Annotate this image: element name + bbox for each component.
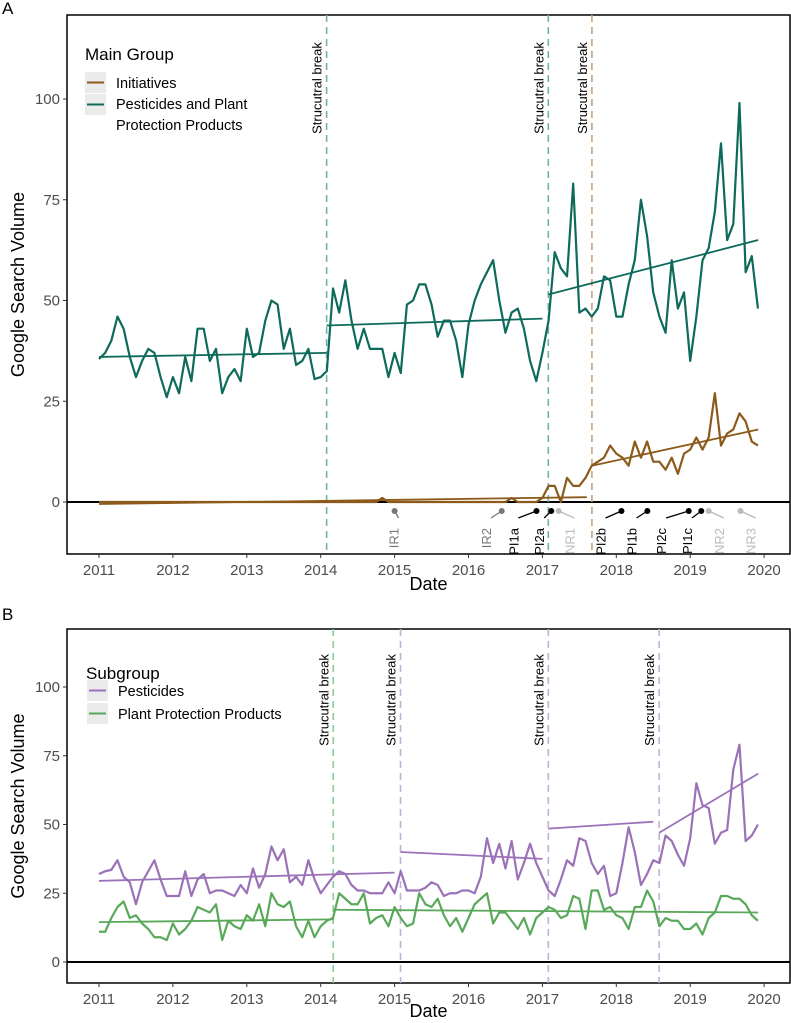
annotation-label: IR2 [479,528,494,548]
x-tick-label: 2012 [156,991,189,1008]
annotation-point [555,508,562,514]
trend-line [591,428,759,467]
annotation-label: PI2a [532,527,547,555]
trend-line [98,871,395,882]
legend-b-label-pesticides: Pesticides [118,684,184,700]
x-tick-label: 2015 [378,991,411,1008]
y-tick-label: 100 [35,91,60,108]
structural-break-label: Strucutral break [310,42,325,134]
trend-line [400,851,543,860]
panel-label-b: B [2,605,13,624]
y-axis-title-b: Google Search Volume [8,713,28,898]
series-line-pesticides [98,743,759,906]
annotation-label: PI1c [680,528,695,555]
series-line-pesticides-and-plant-protection-products [98,101,760,399]
x-tick-label: 2013 [230,991,263,1008]
trend-line [658,772,759,834]
structural-break-label: Strucutral break [642,654,657,746]
plot-border-a [66,14,791,555]
x-tick-label: 2016 [452,562,485,579]
annotation-label: PI1b [625,528,640,555]
structural-break-label: Strucutral break [575,42,590,134]
x-tick-label: 2011 [83,562,115,579]
x-tick-label: 2020 [747,562,780,579]
series-line-initiatives [99,392,759,504]
x-tick-label: 2013 [230,562,263,579]
legend-a-label-pesticides-ppp-1: Pesticides and Plant [116,97,247,113]
annotation-point [685,508,692,514]
y-tick-label: 50 [43,293,60,310]
annotation-label: PI2c [654,528,669,555]
annotation-point [618,508,625,514]
structural-break-label: Strucutral break [384,654,399,746]
legend-a-title: Main Group [85,45,174,64]
legend-a-label-pesticides-ppp-2: Protection Products [116,118,243,134]
x-tick-label: 2019 [674,562,707,579]
structural-break-label: Strucutral break [531,42,546,134]
legend-b-title: Subgroup [86,664,160,683]
annotation-point [548,508,555,514]
legend-b: Subgroup Pesticides Plant Protection Pro… [86,664,282,724]
x-tick-label: 2017 [526,991,559,1008]
trend-line [548,239,759,296]
annotation-point [391,508,398,514]
y-tick-label: 0 [52,494,60,511]
plot-border-b [66,628,791,984]
annotation-point [644,508,651,514]
annotation-label: NR1 [562,528,577,554]
x-tick-label: 2018 [600,991,633,1008]
panel-b: 0 25 50 75 100 2011 2012 2013 2014 2015 2016 2017 20… [8,628,791,1021]
x-tick-label: 2019 [674,991,707,1008]
x-tick-label: 2018 [600,562,633,579]
x-tick-label: 2012 [156,562,189,579]
y-tick-label: 75 [43,192,60,209]
annotation-label: PI1a [506,527,521,555]
legend-b-label-ppp: Plant Protection Products [118,707,282,723]
x-tick-label: 2016 [452,991,485,1008]
y-tick-label: 25 [43,393,60,410]
trend-line [98,496,587,505]
x-tick-label: 2017 [526,562,559,579]
x-axis-title-a: Date [409,574,447,594]
annotation-point [533,508,540,514]
legend-a: Main Group Initiatives Pesticides and Pl… [85,45,247,134]
annotation-label: IR1 [387,528,402,548]
trend-line [333,908,759,914]
panel-a: 0 25 50 75 100 2011 2012 2013 2014 2015 2016 2017 20… [8,14,791,594]
annotation-point [498,508,505,514]
structural-break-label: Strucutral break [531,654,546,746]
y-tick-label: 0 [52,954,60,971]
y-tick-label: 100 [35,679,60,696]
x-tick-label: 2015 [378,562,411,579]
x-tick-label: 2014 [304,562,337,579]
annotation-point [698,508,705,514]
annotation-point [737,508,744,514]
y-axis-title-a: Google Search Volume [8,192,28,377]
trend-line [98,918,334,924]
x-tick-label: 2014 [304,991,337,1008]
trend-line [548,820,654,830]
series-line-plant-protection-products [99,889,759,942]
annotation-label: NR2 [712,528,727,554]
y-tick-label: 50 [43,817,60,834]
x-tick-label: 2020 [747,991,780,1008]
trend-line [98,351,327,358]
trend-line [326,317,543,327]
x-axis-title-b: Date [409,1001,447,1021]
y-tick-label: 75 [43,748,60,765]
y-tick-label: 25 [43,885,60,902]
x-tick-label: 2011 [83,991,115,1008]
structural-break-label: Strucutral break [316,654,331,746]
panel-label-a: A [2,0,14,18]
annotation-label: PI2b [594,528,609,555]
annotation-label: NR3 [744,528,759,554]
annotation-point [705,508,712,514]
annotation-leader [518,510,537,519]
annotation-leader [665,510,689,519]
legend-a-label-initiatives: Initiatives [116,76,176,92]
